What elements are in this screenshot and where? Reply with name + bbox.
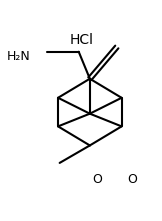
Text: O: O xyxy=(92,173,102,186)
Text: O: O xyxy=(127,173,137,186)
Text: H₂N: H₂N xyxy=(6,50,30,63)
Text: HCl: HCl xyxy=(70,33,94,47)
